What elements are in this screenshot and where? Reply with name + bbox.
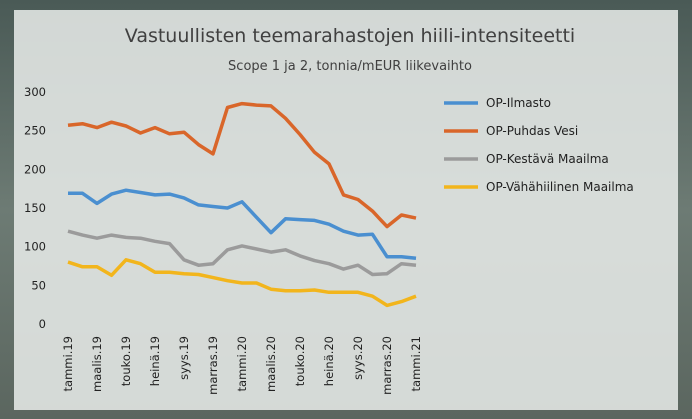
x-tick-label: syys.19 <box>177 336 191 380</box>
y-tick-label: 50 <box>31 278 46 292</box>
x-tick-label: marras.19 <box>206 336 220 395</box>
y-tick-label: 200 <box>24 162 46 176</box>
series-line <box>67 258 417 308</box>
x-tick-label: maalis.20 <box>264 336 278 392</box>
x-tick-label: touko.19 <box>119 336 133 386</box>
legend-label: OP-Ilmasto <box>486 96 551 110</box>
x-tick-label: tammi.20 <box>235 336 249 391</box>
chart-title: Vastuullisten teemarahastojen hiili-inte… <box>125 25 575 47</box>
x-tick-label: heinä.19 <box>148 336 162 386</box>
y-tick-label: 100 <box>24 240 46 254</box>
y-tick-label: 150 <box>24 201 46 215</box>
y-tick-label: 0 <box>39 317 46 331</box>
legend-label: OP-Kestävä Maailma <box>486 152 609 166</box>
legend-label: OP-Puhdas Vesi <box>486 124 578 138</box>
x-tick-label: maalis.19 <box>90 336 104 392</box>
x-tick-label: touko.20 <box>293 336 307 386</box>
x-tick-label: tammi.19 <box>61 336 75 391</box>
x-tick-label: marras.20 <box>380 336 394 395</box>
series-line <box>67 101 417 229</box>
legend-label: OP-Vähähiilinen Maailma <box>486 180 634 194</box>
x-tick-label: syys.20 <box>351 336 365 380</box>
y-tick-label: 250 <box>24 124 46 138</box>
chart-subtitle: Scope 1 ja 2, tonnia/mEUR liikevaihto <box>228 59 472 74</box>
plot-panel <box>14 10 678 410</box>
y-tick-label: 300 <box>24 85 46 99</box>
series-line <box>67 229 417 277</box>
x-tick-label: tammi.21 <box>409 336 423 391</box>
x-tick-label: heinä.20 <box>322 336 336 386</box>
series-line <box>68 188 417 261</box>
